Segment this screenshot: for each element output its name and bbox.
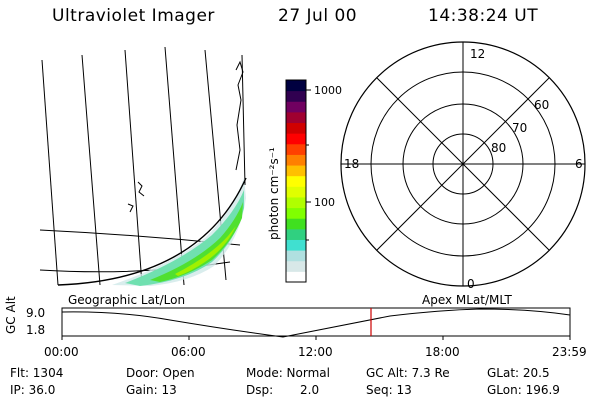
instrument-title: Ultraviolet Imager	[52, 6, 215, 26]
colorbar-segment	[286, 218, 306, 230]
colorbar-segment	[286, 154, 306, 166]
altitude-strip	[61, 307, 571, 340]
colorbar-segment	[286, 228, 306, 240]
colorbar-segment	[286, 175, 306, 187]
info-glat: GLat: 20.5	[487, 366, 550, 380]
x-tick-2359: 23:59	[552, 345, 587, 359]
mlat-label-80: 80	[491, 141, 506, 155]
colorbar-segment	[286, 111, 306, 124]
colorbar-segment	[286, 260, 306, 272]
y-tick-high: 9.0	[26, 306, 46, 320]
info-gc-alt: GC Alt: 7.3 Re	[366, 366, 450, 380]
info-dsp-value: 2.0	[300, 383, 320, 397]
colorbar-segment	[286, 122, 306, 134]
mlt-label-6: 6	[575, 157, 583, 171]
date-label: 27 Jul 00	[278, 6, 358, 26]
mlt-label-12: 12	[470, 47, 485, 61]
colorbar-segment	[286, 80, 306, 92]
info-seq: Seq: 13	[366, 383, 412, 397]
altitude-curve	[61, 308, 571, 338]
time-label: 14:38:24 UT	[428, 6, 539, 26]
colorbar-segment	[286, 101, 306, 113]
x-tick-1200: 12:00	[298, 345, 333, 359]
gc-alt-axis-label: GC Alt	[4, 296, 18, 334]
x-tick-0600: 06:00	[171, 345, 206, 359]
colorbar-frame	[285, 79, 307, 283]
info-mode: Mode: Normal	[246, 366, 330, 380]
polar-plot: 12 18 6 0 60 70 80	[340, 41, 586, 291]
colorbar-segment	[286, 250, 306, 262]
x-tick-0000: 00:00	[44, 345, 79, 359]
colorbar	[286, 80, 306, 283]
colorbar-segment	[286, 186, 306, 198]
colorbar-segment	[286, 165, 306, 177]
mlat-label-70: 70	[512, 121, 527, 135]
apex-label: Apex MLat/MLT	[422, 293, 512, 307]
y-tick-low: 1.8	[26, 323, 46, 337]
info-dsp-label: Dsp:	[246, 383, 274, 397]
colorbar-segment	[286, 271, 306, 283]
colorbar-tick-1000: 1000	[314, 84, 342, 97]
mlat-label-60: 60	[534, 98, 549, 112]
colorbar-segment	[286, 143, 306, 155]
colorbar-segment	[286, 90, 306, 102]
info-gain: Gain: 13	[126, 383, 177, 397]
mlt-label-0: 0	[467, 277, 475, 291]
colorbar-segment	[286, 133, 306, 145]
info-ip: IP: 36.0	[10, 383, 56, 397]
colorbar-segment	[286, 196, 306, 209]
geographic-map	[39, 46, 247, 286]
info-door: Door: Open	[126, 366, 195, 380]
x-tick-1800: 18:00	[425, 345, 460, 359]
info-glon: GLon: 196.9	[487, 383, 560, 397]
colorbar-tick-100: 100	[314, 196, 335, 209]
colorbar-segment	[286, 207, 306, 219]
colorbar-segment	[286, 239, 306, 251]
geographic-label: Geographic Lat/Lon	[68, 293, 186, 307]
colorbar-unit-label: photon cm⁻²s⁻¹	[267, 147, 281, 240]
mlt-label-18: 18	[344, 157, 359, 171]
info-flt: Flt: 1304	[10, 366, 64, 380]
